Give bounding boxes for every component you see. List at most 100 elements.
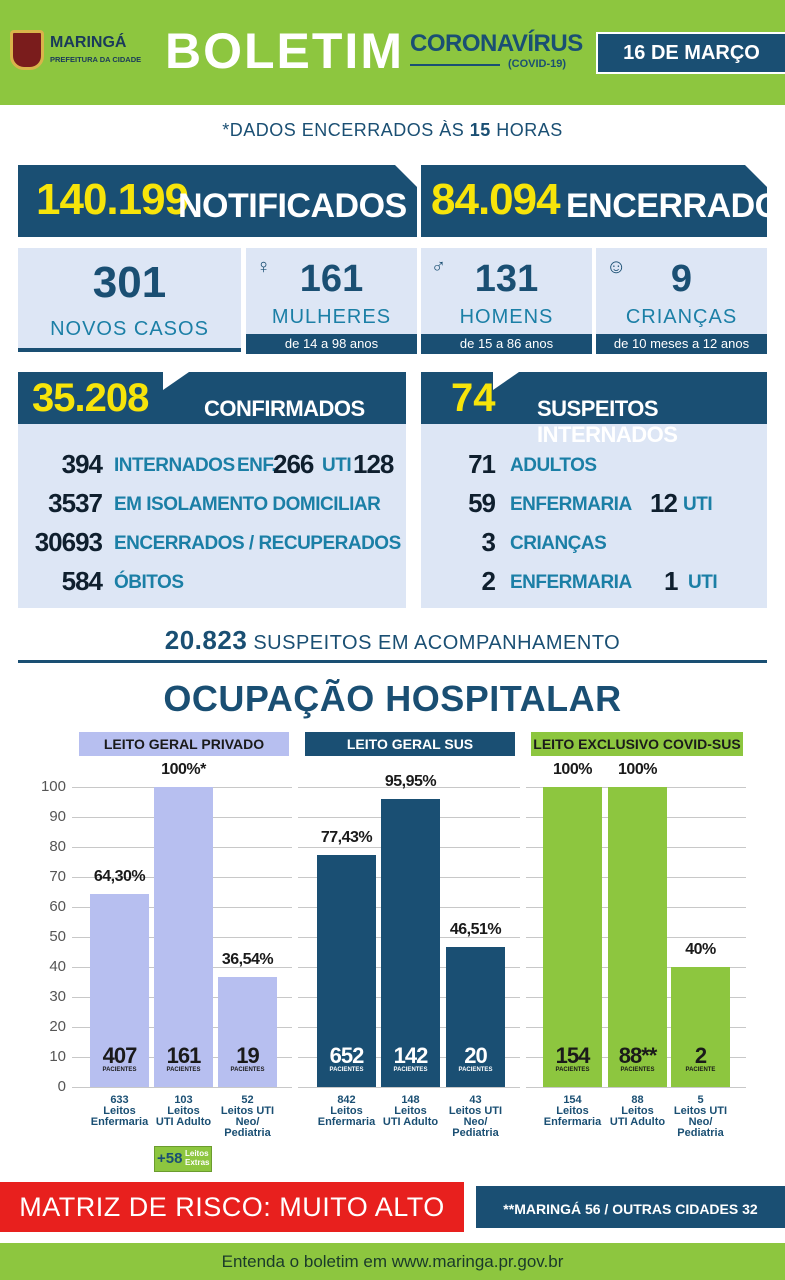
city-logo: MARINGÁ PREFEITURA DA CIDADE xyxy=(10,28,170,74)
patient-count-value: 2 xyxy=(694,1043,707,1068)
city-subtitle: PREFEITURA DA CIDADE xyxy=(50,55,142,64)
y-tick-label: 60 xyxy=(49,898,66,915)
bar-value-label: 100% xyxy=(553,761,592,778)
hospitalized-label: INTERNADOS xyxy=(114,455,235,476)
x-tick-label: 88 Leitos UTI Adulto xyxy=(609,1094,666,1128)
monitoring-label: SUSPEITOS EM ACOMPANHAMENTO xyxy=(253,632,621,654)
adults-value: 71 xyxy=(468,449,496,479)
home-isolation-value: 3537 xyxy=(48,488,103,518)
monitoring-line: 20.823 SUSPEITOS EM ACOMPANHAMENTO xyxy=(0,625,785,656)
x-tick-label: 103 Leitos UTI Adulto xyxy=(155,1094,212,1128)
confirmed-value: 35.208 xyxy=(32,376,149,420)
risk-matrix-banner: MATRIZ DE RISCO: MUITO ALTO xyxy=(0,1182,464,1232)
patient-count-value: 407 xyxy=(102,1043,138,1068)
chart-title: LEITO GERAL PRIVADO xyxy=(79,732,289,756)
confirmed-header: 35.208 CONFIRMADOS xyxy=(18,372,406,424)
data-cutoff-note: *DADOS ENCERRADOS ÀS 15 HORAS xyxy=(0,120,785,141)
notified-banner: 140.199 NOTIFICADOS xyxy=(18,165,417,237)
children-susp-value: 3 xyxy=(481,527,496,557)
new-cases-value: 301 xyxy=(92,258,167,307)
x-tick-label: 52 Leitos UTI Neo/Pediatria xyxy=(220,1094,275,1139)
banner-corner xyxy=(745,165,767,187)
icu-origin-note: **MARINGÁ 56 / OUTRAS CIDADES 32 xyxy=(474,1184,785,1230)
patient-count-label: PACIENTES xyxy=(230,1067,265,1073)
bar-value-label: 36,54% xyxy=(221,951,274,969)
patient-count-value: 20 xyxy=(464,1043,487,1068)
bar xyxy=(608,787,667,1087)
new-cases-card: 301 NOVOS CASOS xyxy=(18,248,241,352)
icu-value: 128 xyxy=(353,449,394,479)
child-ward-value: 2 xyxy=(481,566,496,596)
patient-count-value: 161 xyxy=(166,1043,202,1068)
child-icu-label: UTI xyxy=(688,572,718,593)
patient-count-label: PACIENTES xyxy=(393,1067,428,1073)
bar-value-label: 46,51% xyxy=(449,921,502,939)
bar xyxy=(671,967,730,1087)
footer-link[interactable]: Entenda o boletim em www.maringa.pr.gov.… xyxy=(0,1243,785,1280)
gridline xyxy=(72,1087,292,1088)
suspects-value: 74 xyxy=(451,376,496,420)
hospital-occupancy-title: OCUPAÇÃO HOSPITALAR xyxy=(163,678,622,719)
patient-count: 407 PACIENTES xyxy=(90,1043,149,1074)
extra-beds-value: +58 xyxy=(157,1150,183,1167)
divider xyxy=(18,660,767,663)
occupancy-charts: 0 10 20 30 40 50 60 70 80 90 100 LEITO GERAL PRIVAD… xyxy=(0,730,785,1180)
chart-title: LEITO EXCLUSIVO COVID-SUS xyxy=(531,732,743,756)
city-crest-icon xyxy=(10,30,44,70)
child-ward-label: ENFERMARIA xyxy=(510,572,632,593)
bar-value-label: 100%* xyxy=(161,761,206,778)
women-label: MULHERES xyxy=(271,306,392,328)
y-tick-label: 30 xyxy=(49,988,66,1005)
patient-count-value: 154 xyxy=(555,1043,591,1068)
patient-count: 88** PACIENTES xyxy=(608,1043,667,1074)
y-tick-label: 90 xyxy=(49,808,66,825)
patient-count-label: PACIENTES xyxy=(555,1067,590,1073)
patient-count-value: 19 xyxy=(236,1043,259,1068)
x-tick-label: 842 Leitos Enfermaria xyxy=(317,1094,376,1128)
y-tick-label: 10 xyxy=(49,1048,66,1065)
y-tick-label: 70 xyxy=(49,868,66,885)
cutoff-suffix: HORAS xyxy=(490,120,563,140)
bar-value-label: 40% xyxy=(685,941,716,958)
bar xyxy=(446,947,505,1087)
woman-icon: ♀ xyxy=(256,256,271,278)
extra-beds-badge: +58 Leitos Extras xyxy=(154,1146,212,1172)
women-value: 161 xyxy=(299,258,364,300)
man-icon: ♂ xyxy=(431,256,446,278)
adult-icu-value: 12 xyxy=(650,488,678,518)
y-tick-label: 100 xyxy=(40,778,66,795)
patient-count: 20 PACIENTES xyxy=(446,1043,505,1074)
extra-beds-label: Leitos Extras xyxy=(185,1149,210,1167)
adult-ward-label: ENFERMARIA xyxy=(510,494,632,515)
x-tick-label: 633 Leitos Enfermaria xyxy=(90,1094,149,1128)
adults-label: ADULTOS xyxy=(510,455,597,476)
page-subtitle: CORONAVÍRUS xyxy=(410,30,583,57)
children-susp-label: CRIANÇAS xyxy=(510,533,607,554)
deaths-label: ÓBITOS xyxy=(114,572,184,593)
recovered-label: ENCERRADOS / RECUPERADOS xyxy=(114,533,401,554)
closed-value: 84.094 xyxy=(431,175,561,224)
bar xyxy=(317,854,376,1087)
ward-label: ENF. xyxy=(237,455,277,476)
patient-count-label: PACIENTES xyxy=(166,1067,201,1073)
patient-count: 142 PACIENTES xyxy=(381,1045,440,1074)
chart-title: LEITO GERAL SUS xyxy=(305,732,515,756)
children-card: ☺ 9 CRIANÇAS de 10 meses a 12 anos xyxy=(596,248,767,354)
notified-label: NOTIFICADOS xyxy=(178,187,407,225)
patient-count-label: PACIENTES xyxy=(620,1067,655,1073)
bar xyxy=(90,894,149,1087)
x-tick-label: 5 Leitos UTI Neo/Pediatria xyxy=(673,1094,728,1139)
patient-count-label: PACIENTES xyxy=(102,1067,137,1073)
patient-count: 2 PACIENTE xyxy=(671,1043,730,1074)
y-tick-label: 80 xyxy=(49,838,66,855)
patient-count: 161 PACIENTES xyxy=(154,1043,213,1074)
subtitle-underline xyxy=(410,64,500,66)
icu-label: UTI xyxy=(322,455,352,476)
city-name: MARINGÁ xyxy=(50,34,127,51)
children-label: CRIANÇAS xyxy=(625,306,738,328)
patient-count-label: PACIENTES xyxy=(458,1067,493,1073)
y-tick-label: 20 xyxy=(49,1018,66,1035)
patient-count-value: 88** xyxy=(618,1043,658,1068)
patient-count-value: 652 xyxy=(329,1043,365,1068)
bar-value-label: 64,30% xyxy=(93,868,146,886)
